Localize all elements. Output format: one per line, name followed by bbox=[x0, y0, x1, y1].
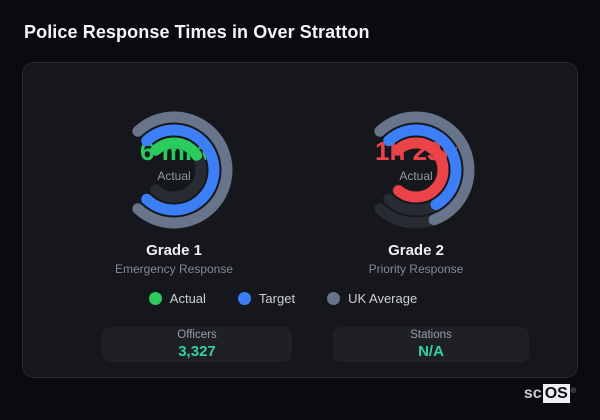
gauge-2-chart: 1h 23m Actual bbox=[346, 100, 486, 240]
gauge-1-chart: 6 min Actual bbox=[104, 100, 244, 240]
gauge-2-actual-label: Actual bbox=[399, 168, 433, 183]
brand-logo: sc OS ® bbox=[524, 384, 576, 403]
stat-box-stations: Stations N/A bbox=[333, 327, 529, 362]
gauge-2-rings bbox=[374, 111, 475, 229]
officers-value: 3,327 bbox=[178, 343, 216, 360]
legend-item-actual[interactable]: Actual bbox=[148, 291, 206, 306]
stations-value: N/A bbox=[418, 343, 444, 360]
gauge-2-title: Grade 2 bbox=[388, 242, 444, 259]
legend-dot-uk-average bbox=[327, 292, 341, 305]
response-times-card: 6 min Actual Grade 1 Emergency Response … bbox=[22, 62, 578, 378]
gauge-grade-1: 6 min Actual Grade 1 Emergency Response bbox=[54, 100, 294, 276]
registered-mark-icon: ® bbox=[570, 388, 576, 395]
brand-suffix: OS bbox=[542, 384, 570, 403]
legend-label-uk-average: UK Average bbox=[348, 291, 418, 306]
gauge-1-subtitle: Emergency Response bbox=[114, 262, 234, 276]
page-title: Police Response Times in Over Stratton bbox=[24, 22, 370, 42]
legend-label-actual: Actual bbox=[169, 291, 206, 306]
legend-dot-actual bbox=[148, 292, 162, 305]
legend-dot-target bbox=[237, 292, 251, 305]
legend-label-target: Target bbox=[258, 291, 296, 306]
stations-label: Stations bbox=[410, 329, 452, 341]
chart-legend: Actual Target UK Average bbox=[5, 291, 561, 306]
gauge-1-title: Grade 1 bbox=[146, 242, 202, 259]
legend-item-uk-average[interactable]: UK Average bbox=[327, 291, 417, 306]
gauge-1-actual-label: Actual bbox=[157, 168, 191, 183]
gauge-2-subtitle: Priority Response bbox=[368, 262, 464, 276]
gauge-1-rings bbox=[132, 111, 233, 229]
stat-box-officers: Officers 3,327 bbox=[102, 327, 292, 362]
gauge-grade-2: 1h 23m Actual Grade 2 Priority Response bbox=[296, 100, 536, 276]
officers-label: Officers bbox=[177, 329, 217, 341]
brand-prefix: sc bbox=[523, 385, 542, 402]
legend-item-target[interactable]: Target bbox=[237, 291, 296, 306]
